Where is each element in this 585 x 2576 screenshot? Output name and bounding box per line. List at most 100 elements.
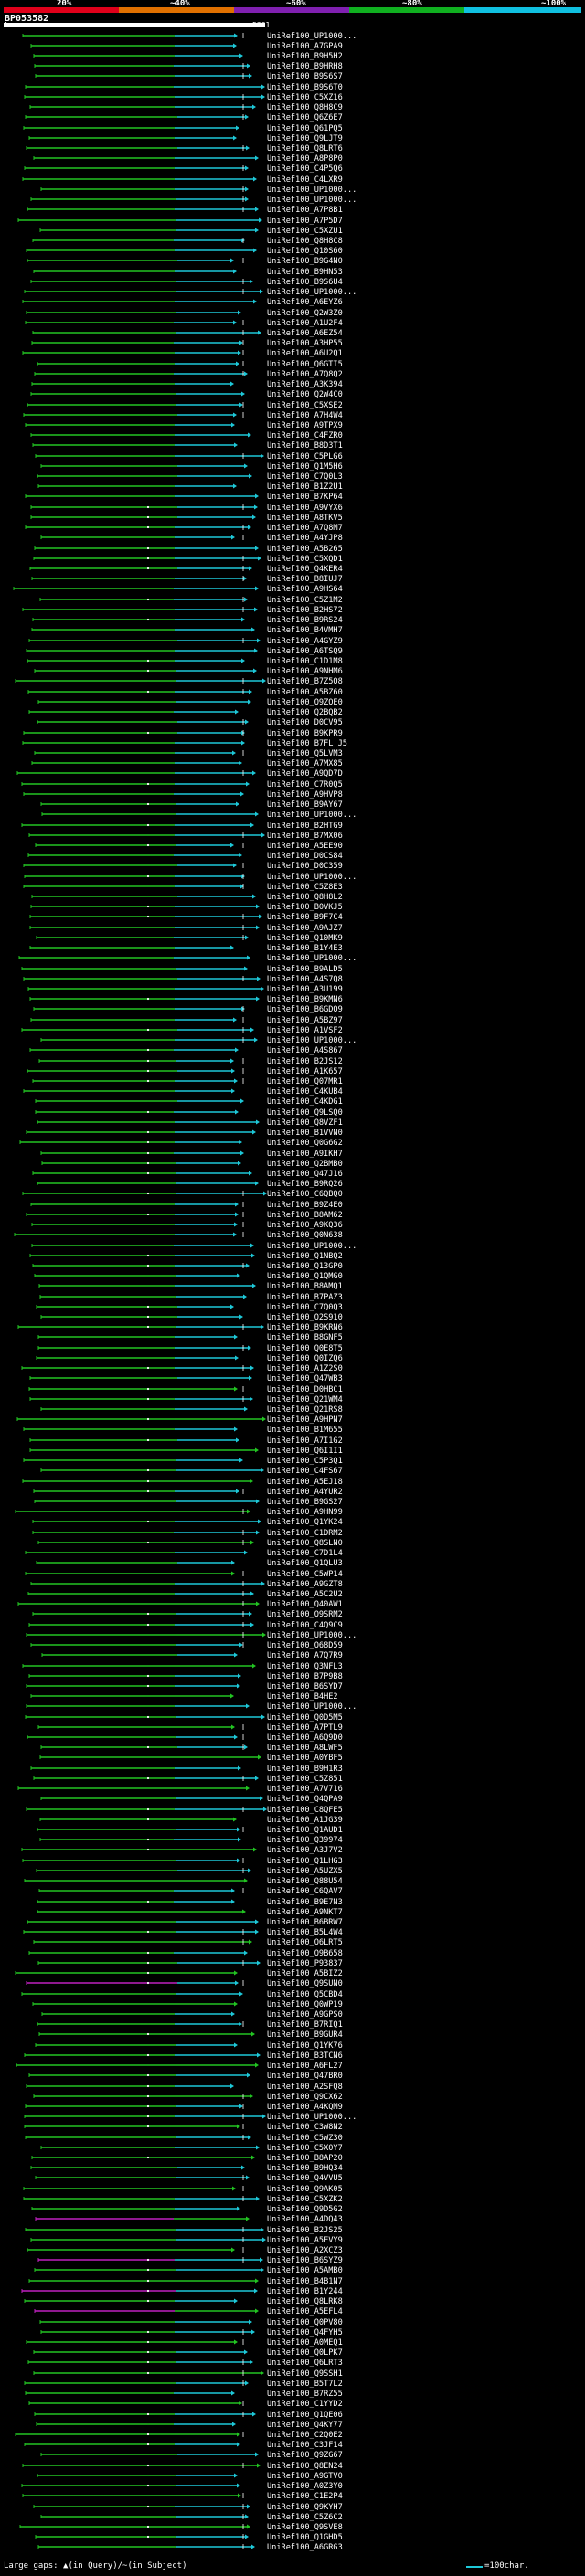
hit-row[interactable]: UniRef100_Q4VVU5 xyxy=(35,2174,343,2183)
hit-row[interactable]: UniRef100_B7Z5Q8 xyxy=(15,677,343,686)
hit-row[interactable]: UniRef100_C5WP14 xyxy=(25,1570,343,1579)
hit-row[interactable]: UniRef100_B7P9B8 xyxy=(28,1672,343,1681)
hit-label[interactable]: UniRef100_B7KP64 xyxy=(267,493,343,502)
hit-label[interactable]: UniRef100_B9Z4E0 xyxy=(267,1201,343,1210)
hit-label[interactable]: UniRef100_Q6LRT3 xyxy=(267,2359,343,2368)
hit-row[interactable]: UniRef100_A7H4W4 xyxy=(23,411,343,420)
hit-label[interactable]: UniRef100_B7PAZ3 xyxy=(267,1293,343,1302)
hit-label[interactable]: UniRef100_B1M655 xyxy=(267,1426,343,1435)
hit-label[interactable]: UniRef100_C7Q0L3 xyxy=(267,472,343,482)
hit-row[interactable]: UniRef100_UP1000... xyxy=(24,2113,356,2122)
hit-label[interactable]: UniRef100_Q5LVM3 xyxy=(267,749,343,758)
hit-row[interactable]: UniRef100_A5EVY9 xyxy=(30,2236,343,2245)
hit-row[interactable]: UniRef100_B9S6T0 xyxy=(25,83,343,92)
hit-label[interactable]: UniRef100_Q4KY77 xyxy=(267,2421,343,2430)
hit-row[interactable]: UniRef100_A5EJ18 xyxy=(22,1478,343,1487)
hit-label[interactable]: UniRef100_B0VKJ5 xyxy=(267,903,343,912)
hit-label[interactable]: UniRef100_B9HQ34 xyxy=(267,2164,343,2173)
hit-row[interactable]: UniRef100_B6BRW7 xyxy=(27,1918,343,1927)
hit-row[interactable]: UniRef100_Q8EN24 xyxy=(22,2462,343,2471)
hit-row[interactable]: UniRef100_A7P5D7 xyxy=(17,217,343,226)
hit-label[interactable]: UniRef100_A7P8B1 xyxy=(267,206,343,215)
hit-label[interactable]: UniRef100_A6U2Q1 xyxy=(267,349,343,358)
hit-label[interactable]: UniRef100_B3TCN6 xyxy=(267,2051,343,2061)
hit-row[interactable]: UniRef100_B8D3T1 xyxy=(32,441,343,451)
hit-row[interactable]: UniRef100_B6SYZ9 xyxy=(37,2256,343,2265)
hit-row[interactable]: UniRef100_B6SYD7 xyxy=(26,1682,343,1691)
hit-row[interactable]: UniRef100_UP1000... xyxy=(22,32,356,41)
hit-label[interactable]: UniRef100_UP1000... xyxy=(267,811,356,820)
hit-label[interactable]: UniRef100_C5Z851 xyxy=(267,1775,343,1784)
hit-label[interactable]: UniRef100_C4FS67 xyxy=(267,1467,343,1476)
hit-row[interactable]: UniRef100_Q2W4C0 xyxy=(30,390,343,399)
hit-label[interactable]: UniRef100_Q47BR0 xyxy=(267,2072,343,2081)
hit-label[interactable]: UniRef100_A4DQ43 xyxy=(267,2215,343,2224)
hit-row[interactable]: UniRef100_B9GS27 xyxy=(34,1498,343,1507)
hit-label[interactable]: UniRef100_A1U2F4 xyxy=(267,319,343,328)
hit-row[interactable]: UniRef100_A9NHM6 xyxy=(34,667,343,676)
hit-row[interactable]: UniRef100_A3HP55 xyxy=(31,339,343,348)
hit-label[interactable]: UniRef100_A7I1G2 xyxy=(267,1436,343,1446)
hit-label[interactable]: UniRef100_A7Q8M7 xyxy=(267,524,343,533)
hit-label[interactable]: UniRef100_D0C359 xyxy=(267,862,343,871)
hit-label[interactable]: UniRef100_C5XZU1 xyxy=(267,227,343,236)
hit-row[interactable]: UniRef100_A1VSF2 xyxy=(21,1026,343,1035)
hit-label[interactable]: UniRef100_A9VYX6 xyxy=(267,504,343,513)
hit-label[interactable]: UniRef100_B5L4W4 xyxy=(267,1928,343,1937)
hit-row[interactable]: UniRef100_Q2S910 xyxy=(40,1313,343,1322)
hit-label[interactable]: UniRef100_C5P3Q1 xyxy=(267,1457,343,1466)
hit-row[interactable]: UniRef100_Q13GP0 xyxy=(32,1262,343,1271)
hit-label[interactable]: UniRef100_A8LWF5 xyxy=(267,1744,343,1753)
hit-row[interactable]: UniRef100_Q9KYH7 xyxy=(33,2503,343,2512)
hit-label[interactable]: UniRef100_UP1000... xyxy=(267,1702,356,1712)
hit-label[interactable]: UniRef100_Q8LRK8 xyxy=(267,2297,343,2306)
hit-label[interactable]: UniRef100_B9RS24 xyxy=(267,616,343,625)
hit-label[interactable]: UniRef100_Q21WM4 xyxy=(267,1395,343,1405)
hit-row[interactable]: UniRef100_A5EFL4 xyxy=(34,2307,343,2316)
hit-label[interactable]: UniRef100_Q9ZG67 xyxy=(267,2451,343,2460)
hit-label[interactable]: UniRef100_A9HVP8 xyxy=(267,790,343,800)
hit-label[interactable]: UniRef100_Q6GTI5 xyxy=(267,360,343,369)
hit-row[interactable]: UniRef100_A6FL27 xyxy=(16,2062,343,2071)
hit-row[interactable]: UniRef100_A0YBF5 xyxy=(39,1754,343,1763)
hit-row[interactable]: UniRef100_C4LXR9 xyxy=(22,175,343,185)
hit-label[interactable]: UniRef100_Q9D5G2 xyxy=(267,2205,343,2214)
hit-label[interactable]: UniRef100_C5WZ30 xyxy=(267,2134,343,2143)
hit-row[interactable]: UniRef100_A5BZ97 xyxy=(30,1016,343,1025)
hit-label[interactable]: UniRef100_A7GPA9 xyxy=(267,42,343,51)
hit-label[interactable]: UniRef100_Q40AW1 xyxy=(267,1600,343,1609)
hit-row[interactable]: UniRef100_C7D1L4 xyxy=(25,1549,343,1558)
hit-row[interactable]: UniRef100_UP1000... xyxy=(41,811,356,820)
hit-row[interactable]: UniRef100_A4YUR2 xyxy=(33,1488,343,1497)
hit-row[interactable]: UniRef100_B9H1R3 xyxy=(30,1765,343,1774)
hit-label[interactable]: UniRef100_C7D1L4 xyxy=(267,1549,343,1558)
hit-label[interactable]: UniRef100_Q1M5H6 xyxy=(267,462,343,472)
hit-row[interactable]: UniRef100_Q8H8C9 xyxy=(29,103,343,112)
hit-label[interactable]: UniRef100_A9QD7D xyxy=(267,769,343,779)
hit-row[interactable]: UniRef100_A4S7Q8 xyxy=(23,975,343,984)
hit-label[interactable]: UniRef100_A0MEQ1 xyxy=(267,2338,343,2348)
hit-row[interactable]: UniRef100_Q0LPK7 xyxy=(33,2348,343,2358)
hit-row[interactable]: UniRef100_C7Q0L3 xyxy=(37,472,343,482)
hit-row[interactable]: UniRef100_A9IKH7 xyxy=(40,1150,343,1159)
hit-row[interactable]: UniRef100_A7Q8Q2 xyxy=(34,370,343,379)
hit-row[interactable]: UniRef100_D0CV95 xyxy=(37,718,343,727)
hit-label[interactable]: UniRef100_Q2BQB2 xyxy=(267,708,343,717)
hit-row[interactable]: UniRef100_B9S6S7 xyxy=(35,72,343,81)
hit-label[interactable]: UniRef100_Q0IZQ6 xyxy=(267,1354,343,1363)
hit-row[interactable]: UniRef100_Q9ZQE0 xyxy=(37,698,343,707)
hit-label[interactable]: UniRef100_P93837 xyxy=(267,1959,343,1968)
hit-label[interactable]: UniRef100_Q1NBQ2 xyxy=(267,1252,343,1261)
hit-label[interactable]: UniRef100_A7MX85 xyxy=(267,759,343,769)
hit-row[interactable]: UniRef100_Q47J16 xyxy=(32,1170,343,1179)
hit-label[interactable]: UniRef100_B9HN53 xyxy=(267,268,343,277)
hit-row[interactable]: UniRef100_C4KDG1 xyxy=(35,1097,343,1107)
hit-row[interactable]: UniRef100_B4VMH7 xyxy=(31,626,343,635)
hit-row[interactable]: UniRef100_A8LWF5 xyxy=(40,1744,343,1753)
hit-label[interactable]: UniRef100_Q0PV80 xyxy=(267,2318,343,2327)
hit-label[interactable]: UniRef100_Q6I1I1 xyxy=(267,1447,343,1456)
hit-label[interactable]: UniRef100_B8IUJ7 xyxy=(267,575,343,584)
hit-row[interactable]: UniRef100_Q1QE06 xyxy=(34,2411,343,2420)
hit-label[interactable]: UniRef100_A9TPX9 xyxy=(267,421,343,430)
hit-row[interactable]: UniRef100_Q9AK05 xyxy=(23,2185,343,2194)
